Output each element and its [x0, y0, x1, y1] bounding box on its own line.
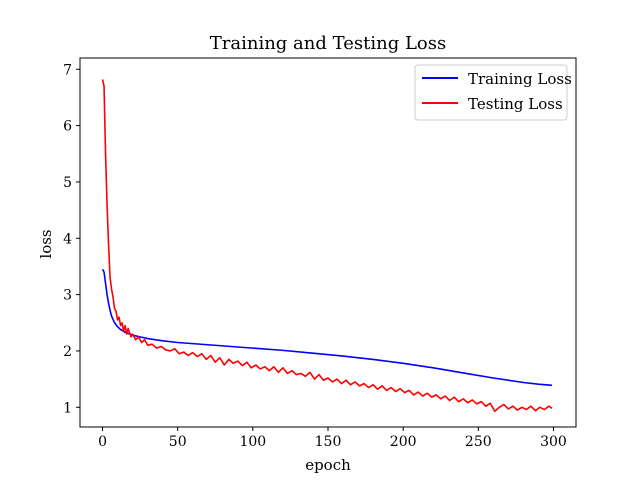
y-tick-label: 2: [63, 344, 72, 360]
plot-area: 0 50 100 150 200 250 300 1 2 3 4 5 6 7: [63, 57, 577, 450]
x-tick-label: 100: [239, 434, 266, 450]
y-tick-label: 4: [63, 231, 72, 247]
x-tick-label: 0: [98, 434, 107, 450]
y-axis-label: loss: [37, 229, 55, 258]
x-tick-label: 250: [465, 434, 492, 450]
legend: Training Loss Testing Loss: [414, 64, 572, 121]
x-tick-label: 50: [169, 434, 187, 450]
y-tick-label: 1: [63, 400, 72, 416]
chart-title: Training and Testing Loss: [210, 33, 446, 54]
x-tick-label: 200: [390, 434, 417, 450]
y-tick-label: 3: [63, 288, 72, 304]
series-line-testing-loss: [101, 79, 553, 413]
legend-label-training: Training Loss: [468, 70, 572, 88]
x-tick-label: 150: [315, 434, 342, 450]
y-tick-label: 5: [63, 175, 72, 191]
x-tick-label: 300: [540, 434, 567, 450]
legend-label-testing: Testing Loss: [468, 95, 563, 113]
y-tick-label: 7: [63, 62, 72, 78]
y-tick-label: 6: [63, 119, 72, 135]
x-axis-label: epoch: [305, 456, 351, 474]
series-line-training-loss: [101, 268, 553, 387]
